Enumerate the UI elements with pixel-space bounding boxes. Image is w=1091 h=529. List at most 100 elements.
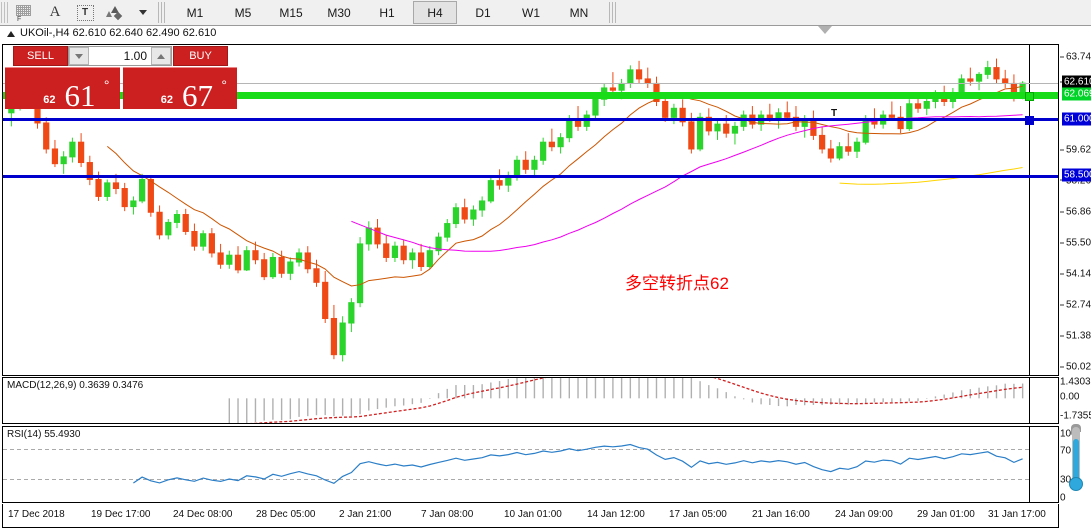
price-tick: 50.020	[1060, 361, 1091, 372]
bid-price-big: 61	[64, 78, 96, 113]
date-tick: 2 Jan 21:00	[339, 509, 392, 520]
volume-increase-button[interactable]	[151, 47, 171, 65]
vertical-scale-slider[interactable]	[1068, 424, 1084, 503]
price-badge-58-500[interactable]: 58.500	[1062, 168, 1091, 182]
bid-price-fraction: °	[103, 77, 110, 93]
rsi-panel[interactable]: RSI(14) 55.4930	[2, 426, 1059, 503]
macd-axis-divider	[1029, 378, 1030, 423]
toolbar-drag-handle[interactable]	[1, 2, 10, 23]
date-tick: 17 Dec 2018	[8, 509, 65, 520]
timeframe-group: M1 M5 M15 M30 H1 H4 D1 W1 MN	[171, 1, 603, 24]
price-tick-label: 54.140	[1066, 268, 1091, 280]
ask-price-prefix: 62	[160, 94, 173, 106]
ask-price-line	[3, 82, 1058, 84]
price-axis-divider	[1029, 45, 1030, 375]
date-tick: 19 Dec 17:00	[91, 509, 151, 520]
date-tick: 7 Jan 08:00	[421, 509, 474, 520]
toolbar-separator-2	[609, 2, 618, 23]
date-axis[interactable]: 17 Dec 2018 19 Dec 17:00 24 Dec 08:00 28 De…	[2, 504, 1059, 528]
timeframe-mn[interactable]: MN	[569, 5, 589, 20]
date-tick: 21 Jan 16:00	[752, 509, 810, 520]
level-62-anchor[interactable]	[1025, 91, 1034, 101]
price-badge-62-610[interactable]: 62.610	[1062, 75, 1091, 89]
timeframe-d1[interactable]: D1	[475, 5, 491, 20]
price-tick: 56.860	[1060, 207, 1091, 218]
rsi-label: RSI(14) 55.4930	[7, 429, 81, 440]
volume-decrease-button[interactable]	[69, 47, 89, 65]
slider-knob[interactable]	[1069, 477, 1083, 491]
objects-dropdown-icon[interactable]	[130, 2, 154, 24]
date-tick: 29 Jan 01:00	[917, 509, 975, 520]
toolbar-separator	[158, 2, 167, 23]
level-61-anchor[interactable]	[1025, 116, 1034, 126]
timeframe-m1[interactable]: M1	[186, 5, 204, 20]
text-label-icon-glyph: A	[49, 4, 61, 20]
macd-plot	[3, 378, 1058, 423]
candlestick-svg	[8, 58, 1026, 362]
crosshair-icon-label: F	[17, 15, 22, 23]
price-tick: 63.740	[1060, 51, 1091, 62]
date-tick: 17 Jan 05:00	[669, 509, 727, 520]
price-badge-62-069[interactable]: 62.069	[1062, 87, 1091, 101]
volume-value[interactable]: 1.00	[123, 49, 147, 63]
price-plot	[3, 45, 1058, 375]
collapse-triangle-icon[interactable]	[7, 31, 15, 37]
chart-shift-marker-icon[interactable]	[818, 26, 832, 34]
macd-label: MACD(12,26,9) 0.3639 0.3476	[7, 380, 144, 391]
crosshair-icon[interactable]: F	[10, 2, 40, 24]
symbol-bar: UKOil-,H4 62.610 62.640 62.490 62.610	[0, 26, 1091, 43]
rsi-tick: 100	[1060, 429, 1077, 440]
macd-tick: 0.00	[1060, 392, 1079, 403]
text-box-icon[interactable]: T	[70, 2, 100, 24]
rsi-tick: 0	[1060, 493, 1066, 504]
level-line-58[interactable]	[3, 174, 1058, 178]
level-line-62[interactable]	[3, 91, 1058, 99]
level-line-61[interactable]	[3, 118, 1058, 122]
bid-price-prefix: 62	[43, 94, 56, 106]
text-label-icon[interactable]: A	[40, 2, 70, 24]
rsi-tick-label: 70	[1060, 445, 1072, 457]
price-tick-label: 59.620	[1066, 144, 1091, 156]
chart-annotation-text: 多空转折点62	[625, 274, 729, 293]
text-object-marker[interactable]: T	[831, 108, 838, 119]
objects-icon[interactable]	[100, 2, 130, 24]
sell-button[interactable]: SELL	[13, 46, 68, 66]
buy-button[interactable]: BUY	[173, 46, 228, 66]
price-tick: 54.140	[1060, 268, 1091, 279]
macd-svg	[228, 378, 1024, 423]
date-tick: 31 Jan 17:00	[988, 509, 1046, 520]
rsi-tick: 70	[1060, 446, 1071, 457]
price-axis[interactable]: 63.74062.61059.62058.26056.86055.50054.1…	[1060, 44, 1091, 376]
trade-panel-controls: SELL 1.00 BUY	[5, 46, 237, 67]
price-chart-panel[interactable]: 多空转折点62 T	[2, 44, 1059, 376]
date-tick: 14 Jan 12:00	[587, 509, 645, 520]
timeframe-m5[interactable]: M5	[234, 5, 252, 20]
price-tick-label: 51.380	[1066, 330, 1091, 342]
timeframe-w1[interactable]: W1	[522, 5, 540, 20]
date-tick: 24 Jan 09:00	[835, 509, 893, 520]
one-click-trading-panel[interactable]: SELL 1.00 BUY 62 61 ° 62 67 °	[5, 46, 237, 113]
ask-price-fraction: °	[221, 77, 227, 93]
price-tick: 59.620	[1060, 144, 1091, 155]
timeframe-h4[interactable]: H4	[413, 1, 457, 24]
macd-tick: 1.4303	[1060, 377, 1091, 388]
timeframe-m30[interactable]: M30	[327, 5, 351, 20]
quote-row: 62 61 ° 62 67 °	[5, 67, 237, 113]
rsi-tick-label: 30	[1060, 474, 1072, 486]
symbol-ohlc-label: UKOil-,H4 62.610 62.640 62.490 62.610	[20, 27, 217, 39]
toolbar: F A T M1 M5 M15 M30 H1 H4 D1 W1 MN	[0, 0, 1091, 26]
price-badge-61-000[interactable]: 61.000	[1062, 112, 1091, 126]
price-tick-label: 63.740	[1066, 51, 1091, 63]
volume-field[interactable]: 1.00	[68, 46, 172, 66]
macd-tick-label: 0.00	[1060, 391, 1080, 403]
ask-quote[interactable]: 62 67 °	[122, 67, 237, 111]
timeframe-h1[interactable]: H1	[379, 5, 395, 20]
rsi-axis: 100 70 30 0	[1060, 426, 1091, 504]
timeframe-m15[interactable]: M15	[279, 5, 303, 20]
date-tick: 28 Dec 05:00	[256, 509, 316, 520]
text-box-icon-glyph: T	[76, 4, 94, 21]
date-tick: 24 Dec 08:00	[173, 509, 233, 520]
macd-panel[interactable]: MACD(12,26,9) 0.3639 0.3476	[2, 377, 1059, 424]
bid-quote[interactable]: 62 61 °	[5, 67, 120, 113]
